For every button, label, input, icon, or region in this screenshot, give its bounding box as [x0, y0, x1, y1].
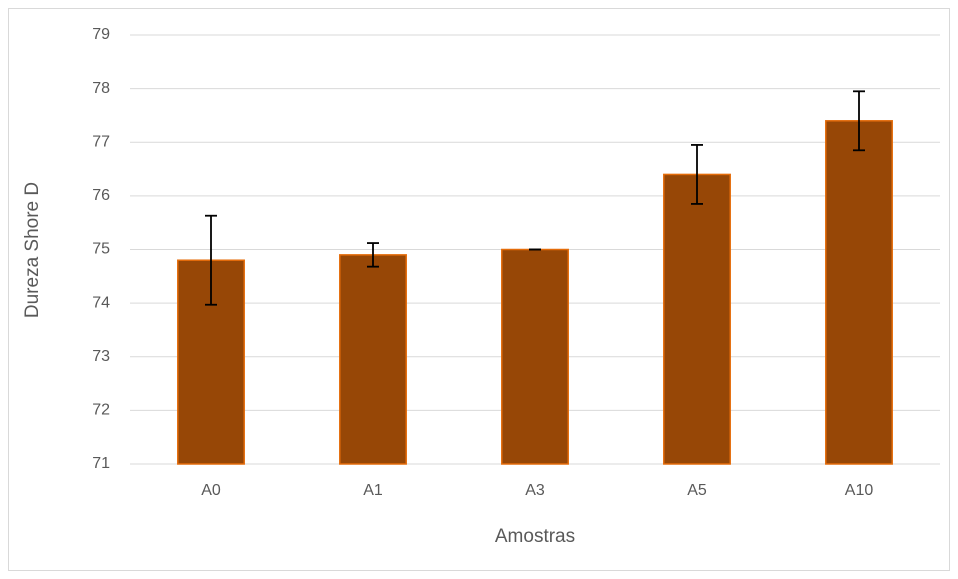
- y-tick-label: 78: [92, 80, 110, 97]
- x-axis-title: Amostras: [495, 526, 575, 547]
- x-tick-label: A5: [687, 482, 707, 499]
- y-tick-label: 79: [92, 26, 110, 43]
- y-tick-label: 72: [92, 402, 110, 419]
- y-tick-label: 77: [92, 133, 110, 150]
- y-tick-label: 74: [92, 294, 110, 311]
- y-tick-label: 76: [92, 187, 110, 204]
- bar: [663, 173, 731, 465]
- bar: [501, 248, 569, 465]
- x-tick-label: A3: [525, 482, 545, 499]
- error-bar: [205, 214, 217, 306]
- error-bar: [691, 144, 703, 205]
- y-tick-label: 71: [92, 455, 110, 472]
- x-tick-label: A10: [845, 482, 874, 499]
- y-tick-label: 75: [92, 241, 110, 258]
- x-tick-label: A1: [363, 482, 383, 499]
- y-tick-label: 73: [92, 348, 110, 365]
- error-bar: [367, 242, 379, 268]
- y-axis-title: Dureza Shore D: [22, 182, 43, 318]
- error-bar: [853, 90, 865, 152]
- bar: [825, 120, 893, 465]
- chart-border: [8, 8, 950, 571]
- x-tick-label: A0: [201, 482, 221, 499]
- bar: [339, 254, 407, 465]
